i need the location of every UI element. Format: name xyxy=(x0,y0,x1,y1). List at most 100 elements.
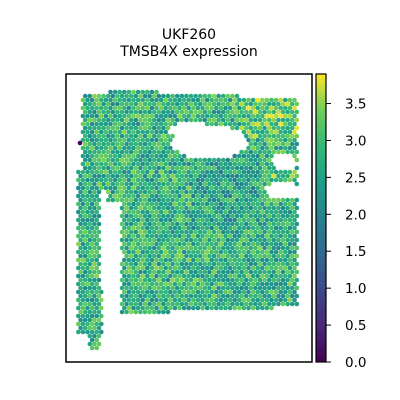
spot-point xyxy=(128,229,134,235)
spot-point xyxy=(108,161,113,167)
spot-point xyxy=(80,241,86,247)
spot-point xyxy=(133,245,139,251)
spot-point xyxy=(285,173,290,179)
spot-point xyxy=(142,293,148,299)
spot-point xyxy=(170,245,175,251)
spot-point xyxy=(119,269,125,275)
spot-point xyxy=(172,241,178,247)
spot-point xyxy=(99,137,104,143)
spot-point xyxy=(117,129,122,135)
spot-point xyxy=(232,289,237,295)
spot-point xyxy=(145,153,150,159)
spot-point xyxy=(158,273,164,279)
spot-point xyxy=(193,269,198,275)
spot-point xyxy=(202,229,208,235)
spot-point xyxy=(188,293,194,299)
spot-point xyxy=(87,133,93,139)
spot-point xyxy=(239,261,244,267)
spot-point xyxy=(165,117,171,123)
spot-point xyxy=(186,177,191,183)
spot-point xyxy=(220,165,226,171)
spot-point xyxy=(248,197,254,203)
spot-point xyxy=(289,261,295,267)
spot-point xyxy=(227,305,233,311)
spot-point xyxy=(227,169,233,175)
spot-point xyxy=(237,161,242,167)
spot-point xyxy=(253,101,258,107)
spot-point xyxy=(257,221,263,227)
spot-point xyxy=(140,169,145,175)
spot-point xyxy=(197,173,203,179)
spot-point xyxy=(156,101,162,107)
spot-point xyxy=(211,93,217,99)
spot-point xyxy=(101,181,106,187)
spot-point xyxy=(140,121,145,127)
spot-point xyxy=(161,157,166,163)
spot-point xyxy=(218,113,224,119)
spot-point xyxy=(112,129,118,135)
spot-point xyxy=(186,185,191,191)
spot-point xyxy=(135,249,141,255)
spot-point xyxy=(101,93,106,99)
spot-point xyxy=(266,269,272,275)
spot-point xyxy=(126,169,132,175)
spot-point xyxy=(237,193,242,199)
spot-point xyxy=(135,201,141,207)
spot-point xyxy=(151,293,157,299)
spot-point xyxy=(260,273,265,279)
spot-point xyxy=(278,129,284,135)
spot-point xyxy=(278,233,284,239)
spot-point xyxy=(227,257,233,263)
spot-point xyxy=(138,125,143,131)
spot-point xyxy=(200,193,205,199)
spot-point xyxy=(280,149,286,155)
spot-point xyxy=(149,121,155,127)
spot-point xyxy=(124,165,129,171)
spot-point xyxy=(253,189,258,195)
spot-point xyxy=(181,265,187,271)
spot-point xyxy=(147,181,152,187)
spot-point xyxy=(246,233,251,239)
spot-point xyxy=(163,257,168,263)
spot-point xyxy=(156,221,162,227)
spot-point xyxy=(241,281,247,287)
spot-point xyxy=(269,137,274,143)
spot-point xyxy=(292,105,297,111)
spot-point xyxy=(142,301,148,307)
spot-point xyxy=(156,181,162,187)
spot-point xyxy=(264,289,270,295)
spot-point xyxy=(99,145,104,151)
spot-point xyxy=(151,197,157,203)
spot-point xyxy=(94,273,99,279)
spot-point xyxy=(184,261,189,267)
spot-point xyxy=(193,205,198,211)
spot-point xyxy=(172,233,178,239)
spot-point xyxy=(80,273,86,279)
spot-point xyxy=(262,149,267,155)
spot-point xyxy=(147,197,152,203)
spot-point xyxy=(253,221,258,227)
spot-point xyxy=(172,281,178,287)
spot-point xyxy=(96,157,102,163)
spot-point xyxy=(234,285,240,291)
spot-point xyxy=(193,293,198,299)
spot-point xyxy=(161,261,166,267)
spot-point xyxy=(207,301,212,307)
spot-point xyxy=(289,197,295,203)
spot-point xyxy=(163,217,168,223)
spot-point xyxy=(124,253,129,259)
spot-point xyxy=(253,197,258,203)
spot-point xyxy=(216,189,221,195)
spot-point xyxy=(218,105,224,111)
spot-point xyxy=(108,129,113,135)
spot-point xyxy=(237,121,242,127)
spot-point xyxy=(172,289,178,295)
spot-point xyxy=(294,293,300,299)
spot-point xyxy=(99,121,104,127)
spot-point xyxy=(82,157,88,163)
spot-point xyxy=(195,249,201,255)
spot-point xyxy=(230,301,235,307)
spot-point xyxy=(115,197,120,203)
spot-point xyxy=(197,229,203,235)
spot-point xyxy=(99,289,104,295)
